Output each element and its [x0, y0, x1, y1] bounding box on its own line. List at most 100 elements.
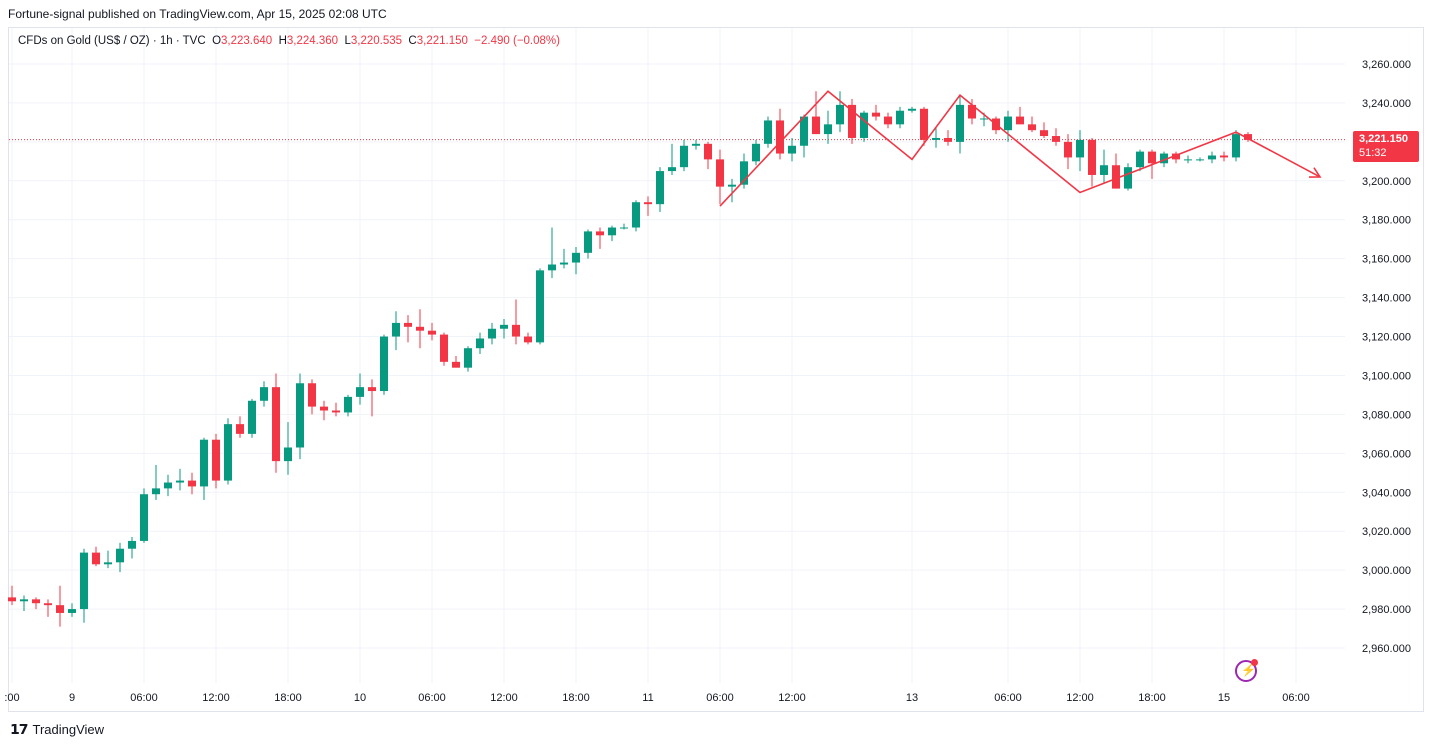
candle [752, 139, 760, 166]
candle-body [332, 410, 340, 413]
high-label: H [278, 35, 287, 47]
candle-body [560, 262, 568, 265]
candle-body [1208, 155, 1216, 160]
candle-body [680, 145, 688, 168]
candle [380, 334, 388, 395]
candle-body [848, 104, 856, 138]
candle-body [1124, 167, 1132, 189]
candle [896, 106, 904, 129]
candle-body [536, 270, 544, 343]
candle [404, 315, 412, 343]
candle-body [20, 599, 28, 602]
candle-body [44, 603, 52, 606]
price-tick-label: 3,160.000 [1362, 254, 1411, 266]
low-value: 3,220.535 [350, 35, 403, 47]
close-label: C [408, 35, 417, 47]
candle [488, 322, 496, 345]
candle-body [836, 104, 844, 125]
candle-body [608, 227, 616, 236]
candle-body [584, 231, 592, 253]
time-tick-label: 06:00 [706, 692, 734, 704]
time-tick-label: 06:00 [130, 692, 158, 704]
candle [788, 137, 796, 162]
bar-countdown: 51:32 [1359, 147, 1387, 159]
candle [20, 595, 28, 612]
candle-body [1232, 134, 1240, 158]
candle-body [8, 597, 16, 602]
candle-body [788, 145, 796, 154]
candle-body [248, 400, 256, 434]
candle-body [800, 116, 808, 146]
candle [920, 106, 928, 146]
candle-body [404, 322, 412, 327]
candle [1244, 132, 1252, 142]
time-tick-label: 18:00 [274, 692, 302, 704]
high-value: 3,224.360 [286, 35, 339, 47]
candle-body [260, 387, 268, 401]
candle [176, 468, 184, 491]
candles [8, 91, 1252, 627]
chart-grid [9, 28, 1345, 683]
candle [932, 128, 940, 148]
candle-body [1244, 134, 1252, 140]
price-tick-label: 2,960.000 [1362, 643, 1411, 655]
candle [668, 143, 676, 175]
candle [44, 599, 52, 617]
candle [1124, 163, 1132, 191]
candle [344, 394, 352, 417]
footer-brand[interactable]: 𝟭𝟳 TradingView [10, 721, 104, 738]
candle [164, 474, 172, 497]
candle-body [416, 326, 424, 331]
candle [416, 309, 424, 349]
candle-body [212, 439, 220, 481]
candle [104, 550, 112, 569]
price-tick-label: 3,040.000 [1362, 487, 1411, 499]
candle-body [1076, 139, 1084, 158]
candle [80, 548, 88, 623]
candle [572, 246, 580, 275]
candle [692, 139, 700, 150]
candle-body [152, 488, 160, 495]
symbol-legend[interactable]: CFDs on Gold (US$ / OZ) · 1h · TVC O3,22… [18, 35, 560, 47]
candle [92, 546, 100, 567]
candle [956, 95, 964, 154]
candle-body [692, 143, 700, 146]
candle [1136, 149, 1144, 172]
chart-frame [8, 27, 1424, 712]
candle-body [164, 482, 172, 489]
candle [272, 373, 280, 473]
candle-body [896, 110, 904, 125]
candle-body [1016, 116, 1024, 125]
candle-body [632, 202, 640, 228]
candle-body [428, 330, 436, 335]
candle-body [1136, 151, 1144, 168]
time-tick-label: 12:00 [490, 692, 518, 704]
time-tick-label: 9 [69, 692, 75, 704]
candle [1016, 106, 1024, 125]
candle-body [1064, 141, 1072, 158]
last-price-value: 3,221.150 [1359, 133, 1408, 145]
candle [560, 248, 568, 269]
candle-body [440, 334, 448, 362]
low-label: L [344, 35, 351, 47]
flash-icon[interactable]: ⚡ [1235, 659, 1258, 682]
candle-body [920, 108, 928, 140]
candle [944, 130, 952, 146]
candle [596, 227, 604, 249]
candle [200, 437, 208, 501]
candle-body [176, 480, 184, 483]
time-tick-label: 11 [642, 692, 653, 704]
candle [1064, 134, 1072, 170]
candle [848, 99, 856, 144]
candle [236, 416, 244, 438]
candle [704, 141, 712, 170]
time-tick-label: :00 [4, 692, 19, 704]
pattern-drawing [719, 90, 1322, 207]
candle-body [1100, 165, 1108, 175]
time-tick-label: 12:00 [778, 692, 806, 704]
candle-body [104, 562, 112, 565]
candle-body [224, 424, 232, 481]
candle-body [956, 104, 964, 142]
candle [476, 332, 484, 355]
